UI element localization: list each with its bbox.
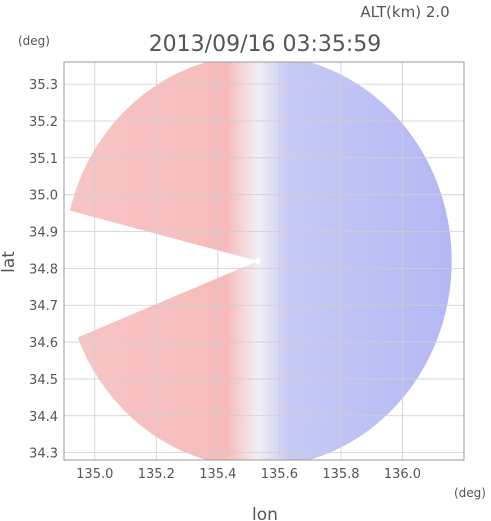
x-tick-label: 135.8 (322, 467, 359, 482)
x-tick-label: 135.4 (199, 467, 236, 482)
y-tick-label: 34.4 (29, 410, 58, 425)
grid-lines (64, 62, 464, 460)
subtitle: ALT(km) 2.0 (360, 3, 449, 21)
y-tick-label: 34.8 (29, 262, 58, 277)
x-axis-ticks: 135.0 135.2 135.4 135.6 135.8 136.0 (76, 467, 421, 482)
y-tick-label: 34.7 (29, 299, 58, 314)
y-tick-label: 35.1 (29, 152, 58, 167)
radar-field (64, 62, 452, 460)
chart-title: 2013/09/16 03:35:59 (149, 32, 382, 57)
x-tick-label: 135.6 (261, 467, 298, 482)
y-unit-label: (deg) (18, 34, 50, 48)
y-tick-label: 34.5 (29, 373, 58, 388)
y-tick-label: 34.3 (29, 447, 58, 462)
x-tick-label: 135.2 (138, 467, 175, 482)
y-tick-label: 34.9 (29, 226, 58, 241)
y-tick-label: 35.3 (29, 78, 58, 93)
altitude-label: ALT(km) 2.0 (360, 3, 449, 21)
y-axis-label: lat (0, 251, 19, 273)
y-tick-label: 35.2 (29, 115, 58, 130)
radar-gap-wedge (64, 209, 258, 344)
x-unit-label: (deg) (454, 486, 486, 500)
radar-center (254, 258, 261, 264)
y-tick-label: 34.6 (29, 336, 58, 351)
x-axis-label: lon (252, 505, 278, 521)
y-tick-label: 35.0 (29, 189, 58, 204)
x-tick-label: 136.0 (384, 467, 421, 482)
plot-area (63, 61, 465, 461)
x-tick-label: 135.0 (76, 467, 113, 482)
plot-frame (63, 61, 465, 461)
y-axis-ticks: 34.3 34.4 34.5 34.6 34.7 34.8 34.9 35.0 35.1 35.2… (29, 78, 58, 462)
